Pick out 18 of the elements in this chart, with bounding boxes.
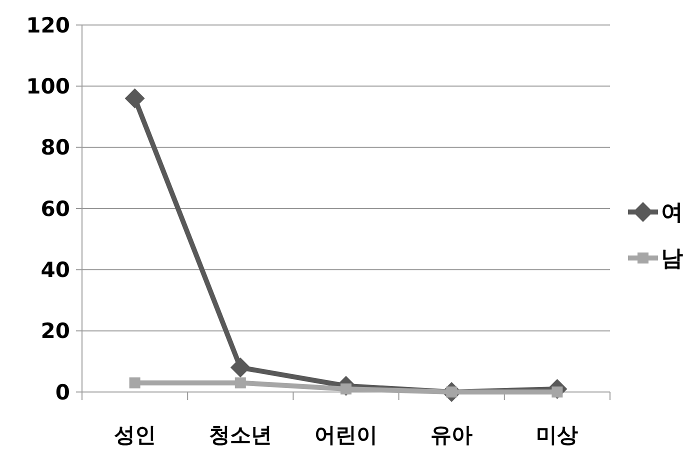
legend-label: 남 bbox=[661, 246, 683, 272]
y-tick-label: 0 bbox=[55, 380, 70, 404]
y-tick-label: 60 bbox=[40, 196, 70, 221]
y-tick-label: 120 bbox=[26, 13, 70, 38]
point bbox=[124, 88, 145, 108]
y-tick-label: 20 bbox=[40, 319, 70, 344]
y-tick-label: 80 bbox=[40, 136, 70, 160]
x-tick-label: 청소년 bbox=[208, 423, 272, 447]
x-tick-label: 성인 bbox=[114, 423, 156, 447]
point bbox=[230, 358, 250, 378]
x-tick-label: 어린이 bbox=[314, 423, 378, 447]
x-tick-label: 유아 bbox=[430, 423, 473, 447]
point bbox=[234, 377, 246, 388]
y-tick-label: 100 bbox=[26, 74, 70, 99]
legend-label: 여 bbox=[661, 200, 683, 226]
y-tick-label: 40 bbox=[40, 258, 70, 282]
x-tick-label: 미상 bbox=[536, 423, 578, 447]
point bbox=[129, 377, 140, 388]
